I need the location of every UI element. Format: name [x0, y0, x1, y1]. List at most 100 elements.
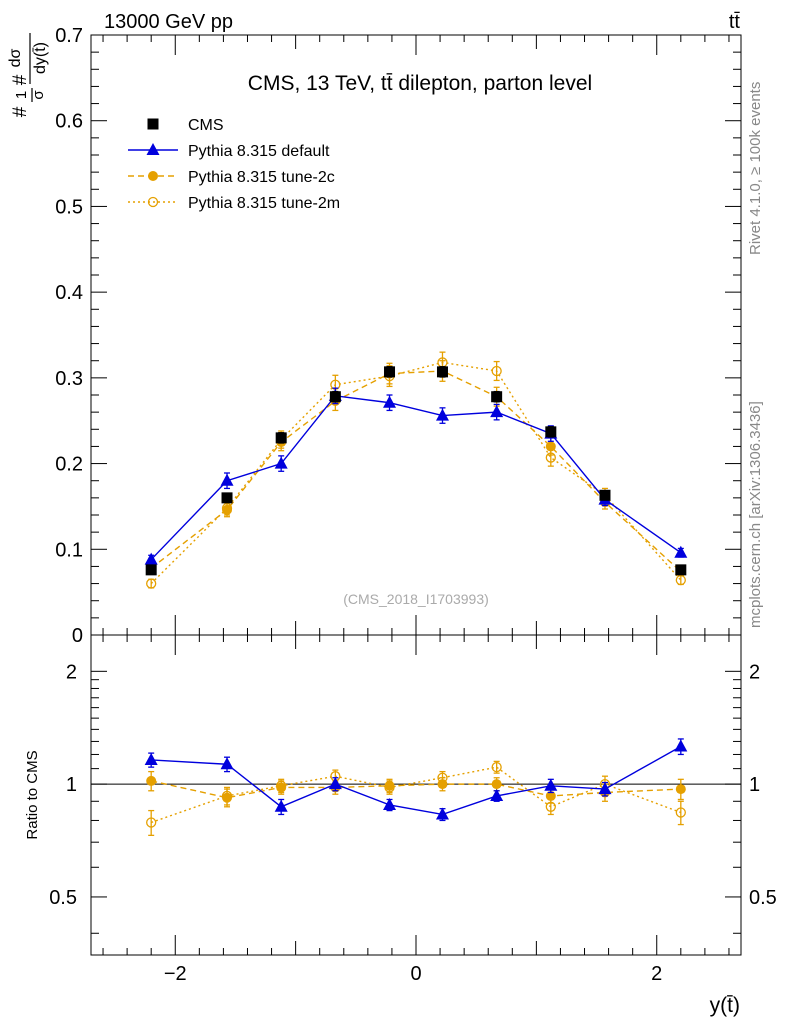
series-line	[151, 780, 681, 799]
y-tick-label: 0.1	[55, 539, 83, 561]
data-point	[144, 552, 158, 565]
data-point	[491, 365, 502, 377]
x-axis-label: y(t̄)	[710, 994, 740, 1017]
legend-entry: Pythia 8.315 tune-2m	[128, 195, 340, 212]
data-point	[146, 578, 157, 589]
legend-label: CMS	[188, 117, 224, 134]
data-point	[491, 761, 502, 773]
series-line	[150, 361, 682, 585]
data-point	[435, 408, 449, 421]
data-point	[675, 807, 686, 818]
data-point	[383, 797, 397, 810]
data-point	[437, 779, 448, 790]
data-point	[145, 564, 157, 576]
data-point	[545, 426, 557, 438]
x-tick-label: −2	[164, 963, 187, 985]
series-line	[150, 370, 682, 573]
ratio-y-tick-label-right: 0.5	[749, 887, 777, 909]
analysis-watermark: (CMS_2018_I1703993)	[343, 591, 489, 607]
y-label-frac-num: 1	[13, 91, 30, 99]
ratio-y-tick-label: 0.5	[49, 887, 77, 909]
data-point	[598, 782, 612, 795]
y-tick-label: 0.5	[55, 196, 83, 218]
series-pythia-8-315-default	[144, 738, 688, 822]
y-axis-label-ratio: Ratio to CMS	[24, 750, 41, 839]
data-point	[329, 391, 341, 403]
y-label-frac-den: σ	[30, 90, 47, 100]
data-point	[276, 782, 287, 793]
data-point	[545, 790, 556, 801]
data-point	[674, 739, 688, 752]
y-axis-label-main: # 1 σ # dσ dy(t̄)	[7, 33, 49, 117]
data-point	[490, 405, 504, 418]
y-label-hash-2: #	[10, 74, 31, 85]
y-tick-label: 0.2	[55, 454, 83, 476]
mcplots-label: mcplots.cern.ch [arXiv:1306.3436]	[747, 401, 764, 628]
series-pythia-8-315-tune-2c	[146, 770, 686, 808]
y-label-hash-1: #	[10, 106, 31, 117]
data-point	[221, 492, 233, 504]
data-point	[436, 366, 448, 378]
ratio-y-tick-label: 1	[66, 774, 77, 796]
data-point	[222, 792, 233, 803]
data-point	[144, 752, 158, 765]
process-label: tt̄	[729, 11, 741, 33]
data-point	[275, 432, 287, 444]
data-point	[383, 395, 397, 408]
data-point	[147, 118, 159, 130]
data-point	[490, 788, 504, 801]
data-point	[675, 564, 687, 576]
y-label-deriv-den: dy(t̄)	[32, 42, 49, 74]
series-line	[150, 395, 682, 561]
legend-label: Pythia 8.315 tune-2m	[188, 195, 340, 212]
series-line	[151, 745, 682, 816]
data-point	[146, 143, 160, 155]
data-point	[146, 775, 157, 786]
ratio-axes: −2 0 2 0.5 0.5 1 1 2 2	[49, 635, 777, 985]
series-pythia-8-315-default	[144, 387, 688, 565]
legend-entry: Pythia 8.315 default	[128, 143, 330, 160]
data-point	[220, 473, 234, 486]
y-tick-label: 0.3	[55, 368, 83, 390]
data-point	[222, 504, 233, 515]
data-point	[599, 489, 611, 501]
series-pythia-8-315-tune-2c	[146, 360, 686, 577]
series-cms	[145, 366, 687, 576]
legend-label: Pythia 8.315 default	[188, 143, 330, 160]
y-tick-label: 0	[72, 625, 83, 647]
data-point	[328, 777, 342, 790]
legend: CMS Pythia 8.315 default Pythia 8.315 tune…	[128, 117, 340, 212]
ratio-y-tick-label-right: 1	[749, 774, 760, 796]
energy-label: 13000 GeV pp	[104, 11, 233, 33]
data-point	[435, 807, 449, 820]
y-tick-label: 0.4	[55, 282, 83, 304]
y-label-deriv-num: dσ	[7, 48, 24, 67]
data-point	[220, 757, 234, 770]
y-tick-label: 0.7	[55, 25, 83, 47]
data-point	[491, 779, 502, 790]
data-point	[674, 545, 688, 558]
x-tick-label: 0	[410, 963, 421, 985]
data-point	[274, 456, 288, 469]
data-point	[675, 784, 686, 795]
main-series	[144, 351, 688, 589]
data-point	[544, 778, 558, 791]
ratio-series	[144, 738, 688, 837]
ratio-y-tick-label-right: 2	[749, 661, 760, 683]
ratio-panel-frame	[90, 634, 742, 956]
data-point	[384, 780, 395, 791]
main-axes: 0 0.1 0.2 0.3 0.4 0.5 0.6 0.7	[55, 25, 741, 647]
legend-label: Pythia 8.315 tune-2c	[188, 169, 335, 186]
series-line	[150, 766, 682, 824]
data-point	[146, 817, 157, 828]
data-point	[384, 366, 396, 378]
legend-entry: Pythia 8.315 tune-2c	[128, 169, 335, 186]
series-pythia-8-315-tune-2m	[146, 351, 686, 589]
data-point	[274, 799, 288, 812]
legend-entry: CMS	[147, 117, 224, 134]
ratio-y-tick-label: 2	[66, 661, 77, 683]
y-tick-label: 0.6	[55, 111, 83, 133]
data-point	[148, 171, 158, 181]
data-point	[147, 196, 159, 208]
